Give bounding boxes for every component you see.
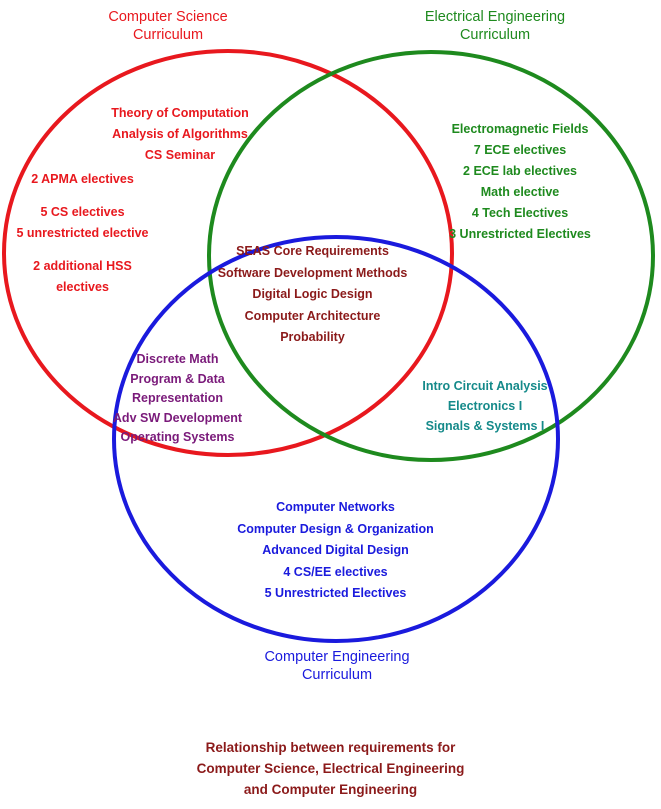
text-line: Theory of Computation — [111, 106, 249, 120]
text-line: SEAS Core Requirements — [236, 244, 389, 258]
text-line: CS Seminar — [144, 148, 216, 162]
text-line: Relationship between requirements for — [205, 740, 456, 755]
text-line: 5 unrestricted elective — [16, 226, 149, 240]
ce-circle — [112, 235, 560, 643]
text-line: Computer Science, Electrical Engineering — [196, 761, 465, 776]
text-line: Computer Architecture — [244, 308, 381, 323]
text-line: 7 ECE electives — [473, 143, 567, 157]
text-line: Software Development Methods — [217, 265, 408, 280]
text-line: 4 CS/EE electives — [283, 564, 388, 579]
text-line: 5 Unrestricted Electives — [264, 586, 407, 600]
text-line: Digital Logic Design — [252, 287, 373, 301]
text-line: Electrical Engineering — [424, 9, 566, 25]
text-line: 5 CS electives — [40, 205, 125, 219]
text-line: Intro Circuit Analysis — [422, 379, 548, 393]
text-line: 2 APMA electives — [31, 172, 134, 186]
text-line — [10, 244, 155, 256]
text-line: 2 ECE lab electives — [463, 164, 577, 178]
text-line: Computer Science — [108, 9, 228, 25]
cs-only-left-courses: 2 APMA electives 5 CS electives 5 unrestr… — [10, 169, 155, 298]
text-line: Probability — [280, 330, 345, 344]
ee-circle — [207, 50, 655, 462]
text-line: Electromagnetic Fields — [451, 122, 589, 136]
ee-curriculum-label: Electrical Engineering Curriculum — [390, 8, 600, 44]
text-line: Operating Systems — [120, 430, 235, 444]
text-line: 2 additional HSS — [33, 259, 132, 273]
text-line: Advanced Digital Design — [262, 543, 409, 557]
text-line: Adv SW Development — [112, 410, 243, 425]
text-line: Signals & Systems I — [425, 419, 545, 433]
cs-only-top-courses: Theory of Computation Analysis of Algorit… — [80, 103, 280, 166]
text-line: Computer Networks — [276, 500, 395, 514]
text-line: Computer Engineering — [264, 649, 410, 665]
text-line: and Computer Engineering — [243, 782, 418, 797]
text-line: Representation — [132, 391, 223, 405]
text-line: Electronics I — [447, 399, 523, 413]
text-line: Program & Data — [130, 371, 225, 386]
cs-curriculum-label: Computer Science Curriculum — [68, 8, 268, 44]
cs-ce-courses: Discrete Math Program & Data Representatio… — [100, 350, 255, 448]
text-line: 3 Unrestricted Electives — [449, 227, 591, 241]
shared-core-courses: SEAS Core Requirements Software Developme… — [200, 241, 425, 349]
text-line: Curriculum — [459, 27, 531, 43]
text-line — [10, 190, 155, 202]
text-line: Discrete Math — [136, 352, 219, 366]
text-line: Analysis of Algorithms — [112, 127, 248, 141]
ee-only-courses: Electromagnetic Fields 7 ECE electives 2 E… — [420, 119, 620, 245]
text-line: Curriculum — [132, 27, 204, 43]
text-line: Curriculum — [301, 667, 373, 683]
text-line: Math elective — [480, 185, 560, 199]
diagram-caption: Relationship between requirements for Com… — [0, 737, 661, 800]
ce-only-courses: Computer Networks Computer Design & Organ… — [218, 497, 453, 605]
ce-curriculum-label: Computer Engineering Curriculum — [232, 648, 442, 684]
text-line: electives — [56, 280, 109, 294]
ee-ce-courses: Intro Circuit Analysis Electronics I Signa… — [405, 376, 565, 436]
text-line: Computer Design & Organization — [237, 521, 434, 536]
cs-circle — [2, 49, 454, 457]
text-line: 4 Tech Electives — [471, 206, 569, 220]
